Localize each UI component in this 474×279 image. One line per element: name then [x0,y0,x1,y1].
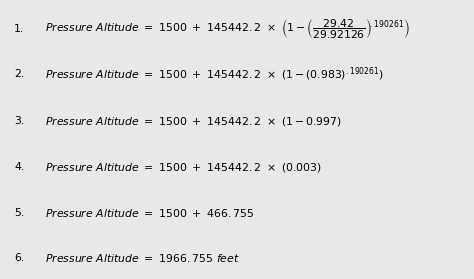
Text: 4.: 4. [14,162,25,172]
Text: 1.: 1. [14,24,25,34]
Text: $\mathit{Pressure\ Altitude}\ =\ 1500\ +\ 145442{.}2\ \times\ \left(1 - \left(\d: $\mathit{Pressure\ Altitude}\ =\ 1500\ +… [45,18,410,41]
Text: 2.: 2. [14,69,25,79]
Text: $\mathit{Pressure\ Altitude}\ =\ 1966{.}755\ \mathit{feet}$: $\mathit{Pressure\ Altitude}\ =\ 1966{.}… [45,252,240,264]
Text: $\mathit{Pressure\ Altitude}\ =\ 1500\ +\ 145442{.}2\ \times\ (1 - (0.983)^{\mat: $\mathit{Pressure\ Altitude}\ =\ 1500\ +… [45,65,384,83]
Text: 6.: 6. [14,253,25,263]
Text: 5.: 5. [14,208,25,218]
Text: $\mathit{Pressure\ Altitude}\ =\ 1500\ +\ 466{.}755$: $\mathit{Pressure\ Altitude}\ =\ 1500\ +… [45,207,255,220]
Text: $\mathit{Pressure\ Altitude}\ =\ 1500\ +\ 145442{.}2\ \times\ (0.003)$: $\mathit{Pressure\ Altitude}\ =\ 1500\ +… [45,161,322,174]
Text: 3.: 3. [14,116,25,126]
Text: $\mathit{Pressure\ Altitude}\ =\ 1500\ +\ 145442{.}2\ \times\ (1 - 0.997)$: $\mathit{Pressure\ Altitude}\ =\ 1500\ +… [45,115,342,128]
